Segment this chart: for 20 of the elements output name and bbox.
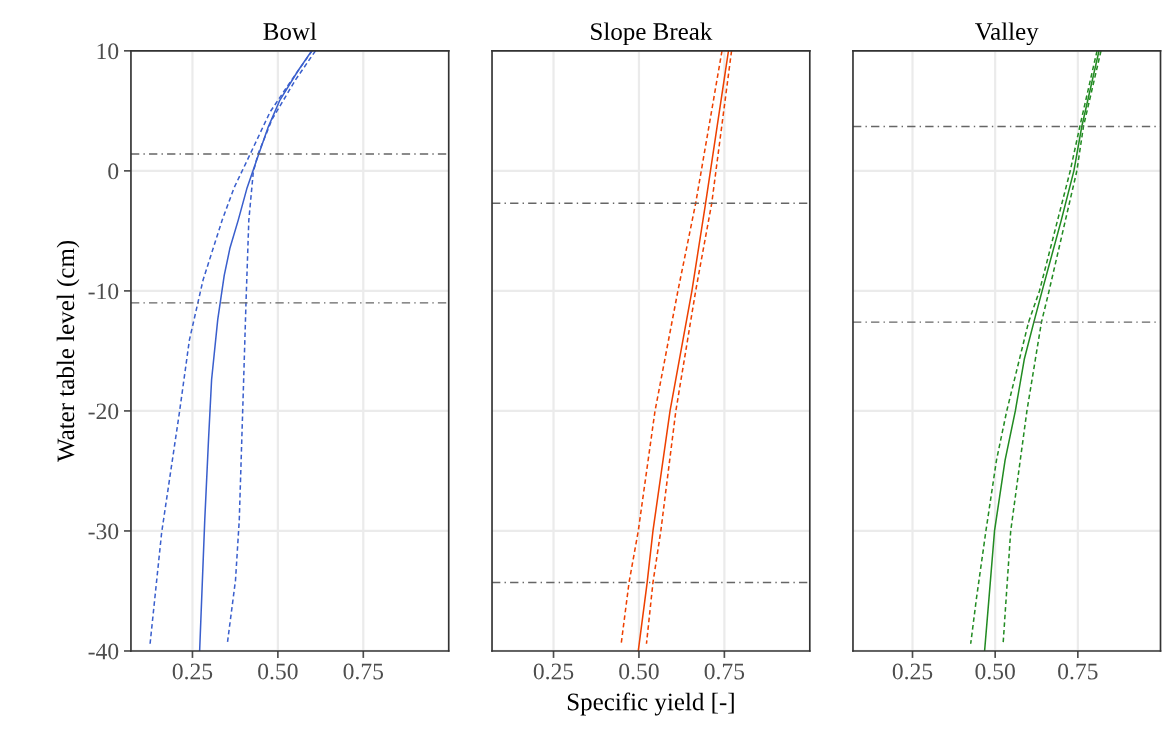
x-tick-label: 0.50 [975,663,1015,680]
y-tick-label: 0 [108,163,119,180]
y-tick-label: 10 [97,43,119,60]
x-tick-label: 0.75 [343,663,384,680]
x-axis-title: Specific yield [-] [567,692,734,716]
x-tick-label: 0.50 [258,663,298,680]
x-tick-label: 0.25 [892,663,933,680]
chart-title: Slope Break [591,22,713,46]
y-axis-title: Water table level (cm) [56,240,80,462]
y-tick-label: -40 [88,643,119,660]
x-tick-label: 0.50 [619,663,659,680]
y-tick-label: -30 [88,523,119,540]
y-tick-label: -20 [88,403,119,420]
chart-title: Valley [975,22,1039,46]
x-tick-label: 0.75 [704,663,745,680]
chart-title: Bowl [263,22,317,40]
y-tick-label: -10 [88,283,119,300]
x-tick-label: 0.75 [1058,663,1098,680]
x-tick-label: 0.25 [533,663,574,680]
x-tick-label: 0.25 [172,663,213,680]
